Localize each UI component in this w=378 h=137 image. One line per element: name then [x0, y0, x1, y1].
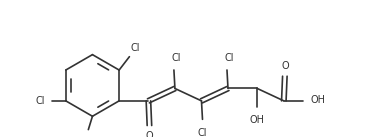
Text: O: O: [146, 131, 153, 137]
Text: Cl: Cl: [36, 96, 45, 106]
Text: Cl: Cl: [130, 43, 140, 53]
Text: O: O: [281, 61, 289, 71]
Text: Cl: Cl: [171, 53, 181, 63]
Text: Cl: Cl: [224, 53, 234, 63]
Text: OH: OH: [310, 95, 325, 105]
Text: Cl: Cl: [198, 128, 207, 137]
Text: OH: OH: [250, 115, 265, 125]
